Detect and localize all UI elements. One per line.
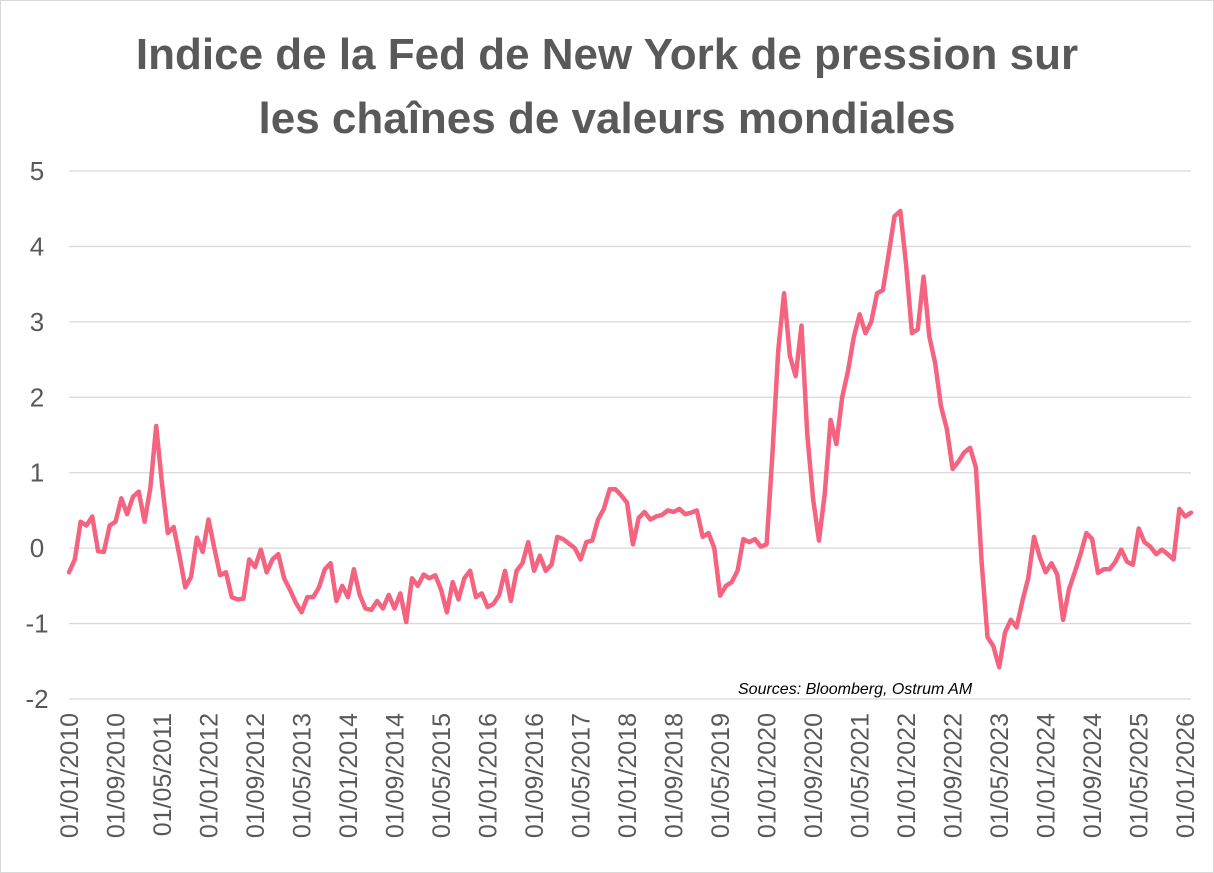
x-tick-label: 01/09/2018 [661, 713, 689, 838]
x-tick-label: 01/05/2013 [289, 713, 317, 838]
x-tick-label: 01/01/2016 [475, 713, 503, 838]
x-tick-label: 01/01/2022 [893, 713, 921, 838]
series-group [66, 208, 1194, 670]
y-tick-label: -2 [25, 684, 48, 714]
x-tick-label: 01/05/2017 [568, 713, 596, 838]
x-tick-label: 01/01/2020 [754, 713, 782, 838]
x-axis-tick-labels: 01/01/2010 01/09/2010 01/05/2011 01/01/2012… [56, 713, 1200, 838]
source-annotation: Sources: Bloomberg, Ostrum AM [738, 681, 973, 698]
y-tick-label: 3 [30, 307, 44, 337]
x-tick-label: 01/01/2014 [335, 713, 363, 838]
chart-title-line-2: les chaînes de valeurs mondiales [258, 94, 956, 143]
x-tick-label: 01/09/2016 [521, 713, 549, 838]
x-tick-label: 01/09/2020 [800, 713, 828, 838]
x-tick-label: 01/09/2024 [1079, 713, 1107, 838]
y-tick-label: 4 [30, 231, 44, 261]
series-line-gscpi [66, 208, 1194, 670]
x-tick-label: 01/05/2011 [149, 713, 177, 836]
x-tick-label: 01/05/2015 [428, 713, 456, 838]
x-tick-label: 01/01/2012 [196, 713, 224, 838]
y-tick-label: 2 [30, 382, 44, 412]
y-tick-label: 0 [30, 533, 44, 563]
x-tick-label: 01/09/2012 [242, 713, 270, 838]
y-tick-label: 1 [30, 458, 44, 488]
x-tick-label: 01/01/2010 [56, 713, 84, 838]
gridlines [69, 170, 1191, 700]
x-tick-label: 01/09/2010 [103, 713, 131, 838]
x-tick-label: 01/09/2022 [940, 713, 968, 838]
chart-title: Indice de la Fed de New York de pression… [1, 23, 1213, 151]
x-tick-label: 01/01/2024 [1033, 713, 1061, 838]
y-tick-label: -1 [25, 609, 48, 639]
x-tick-label: 01/01/2018 [614, 713, 642, 838]
x-tick-label: 01/05/2021 [847, 713, 875, 838]
x-tick-label: 01/05/2019 [707, 713, 735, 838]
y-tick-label: 5 [30, 156, 44, 186]
chart-title-line-1: Indice de la Fed de New York de pression… [135, 30, 1079, 79]
x-tick-label: 01/05/2023 [986, 713, 1014, 838]
x-tick-label: 01/09/2014 [382, 713, 410, 838]
x-tick-label: 01/01/2026 [1172, 713, 1200, 838]
y-axis-tick-labels: 5 4 3 2 1 0 -1 -2 [25, 156, 48, 714]
x-tick-label: 01/05/2025 [1126, 713, 1154, 838]
